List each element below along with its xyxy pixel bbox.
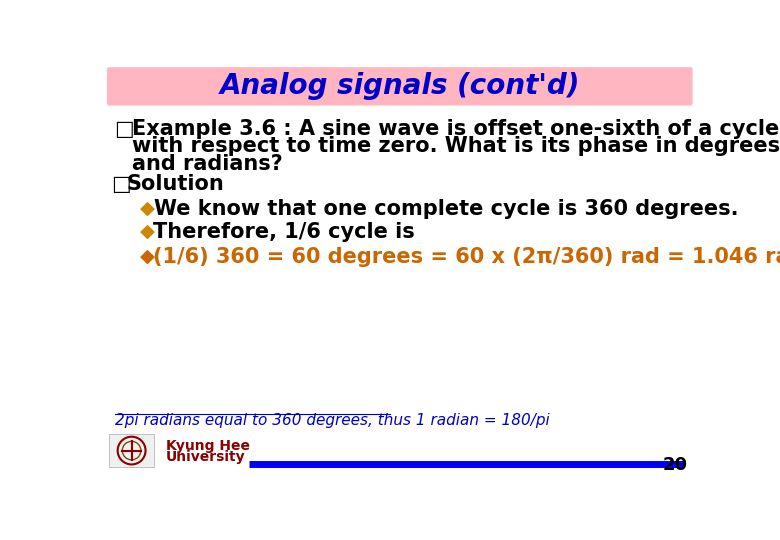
Text: 20: 20 xyxy=(663,456,688,475)
Text: Kyung Hee: Kyung Hee xyxy=(165,439,250,453)
Text: ◆: ◆ xyxy=(140,247,155,266)
Text: 2pi radians equal to 360 degrees, thus 1 radian = 180/pi: 2pi radians equal to 360 degrees, thus 1… xyxy=(115,413,549,428)
Text: with respect to time zero. What is its phase in degrees: with respect to time zero. What is its p… xyxy=(133,137,780,157)
Text: University: University xyxy=(165,450,246,464)
Text: ◆: ◆ xyxy=(140,222,155,241)
Text: Solution: Solution xyxy=(127,174,225,194)
FancyBboxPatch shape xyxy=(108,68,692,105)
Text: Therefore, 1/6 cycle is: Therefore, 1/6 cycle is xyxy=(153,222,414,242)
Text: (1/6) 360 = 60 degrees = 60 x (2π/360) rad = 1.046 rad: (1/6) 360 = 60 degrees = 60 x (2π/360) r… xyxy=(153,247,780,267)
Text: Analog signals (cont'd): Analog signals (cont'd) xyxy=(219,72,580,99)
Text: □: □ xyxy=(112,174,131,194)
FancyBboxPatch shape xyxy=(109,434,154,467)
Text: Example 3.6 : A sine wave is offset one-sixth of a cycle: Example 3.6 : A sine wave is offset one-… xyxy=(133,119,780,139)
Text: ◆: ◆ xyxy=(140,199,155,218)
Text: □: □ xyxy=(115,119,134,139)
Text: We know that one complete cycle is 360 degrees.: We know that one complete cycle is 360 d… xyxy=(154,199,739,219)
Text: and radians?: and radians? xyxy=(133,154,283,174)
